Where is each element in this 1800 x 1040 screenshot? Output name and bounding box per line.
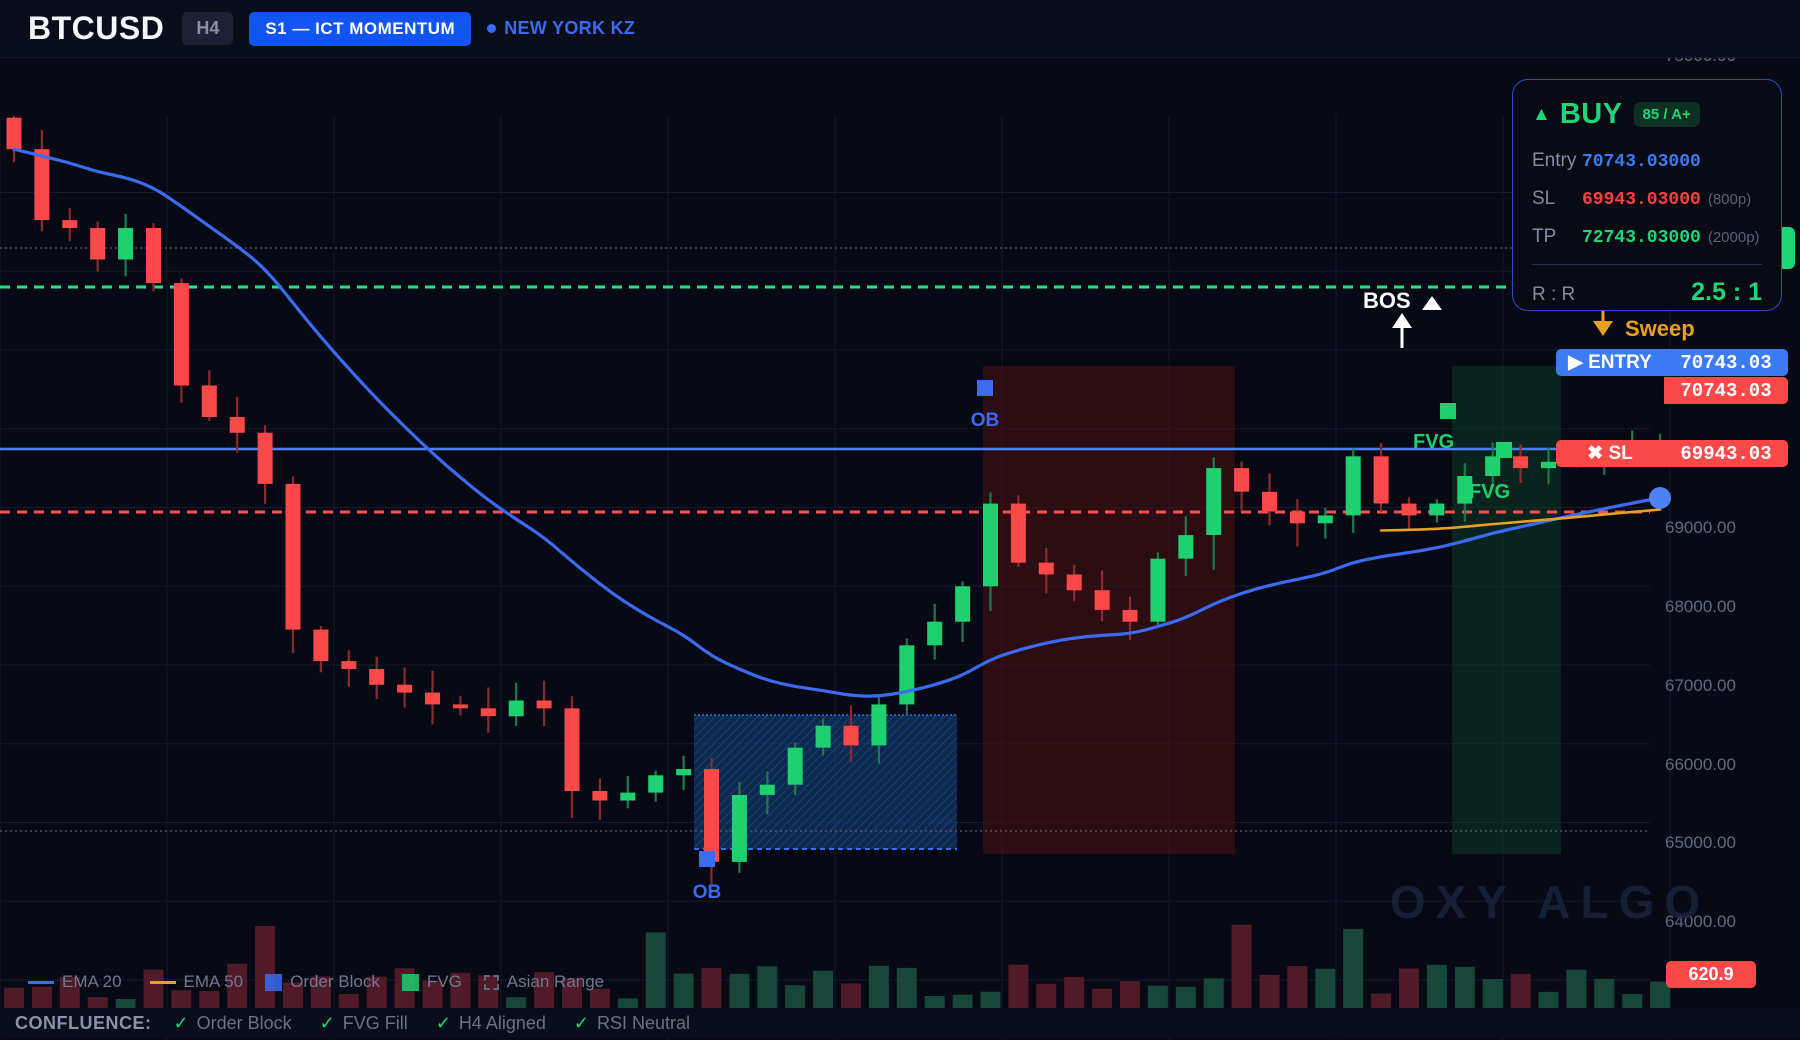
svg-text:FVG: FVG <box>1413 431 1454 453</box>
svg-text:OB: OB <box>693 882 722 903</box>
svg-text:OB: OB <box>971 410 1000 431</box>
svg-text:FVG: FVG <box>1469 481 1510 503</box>
svg-text:BOS: BOS <box>1363 288 1411 313</box>
